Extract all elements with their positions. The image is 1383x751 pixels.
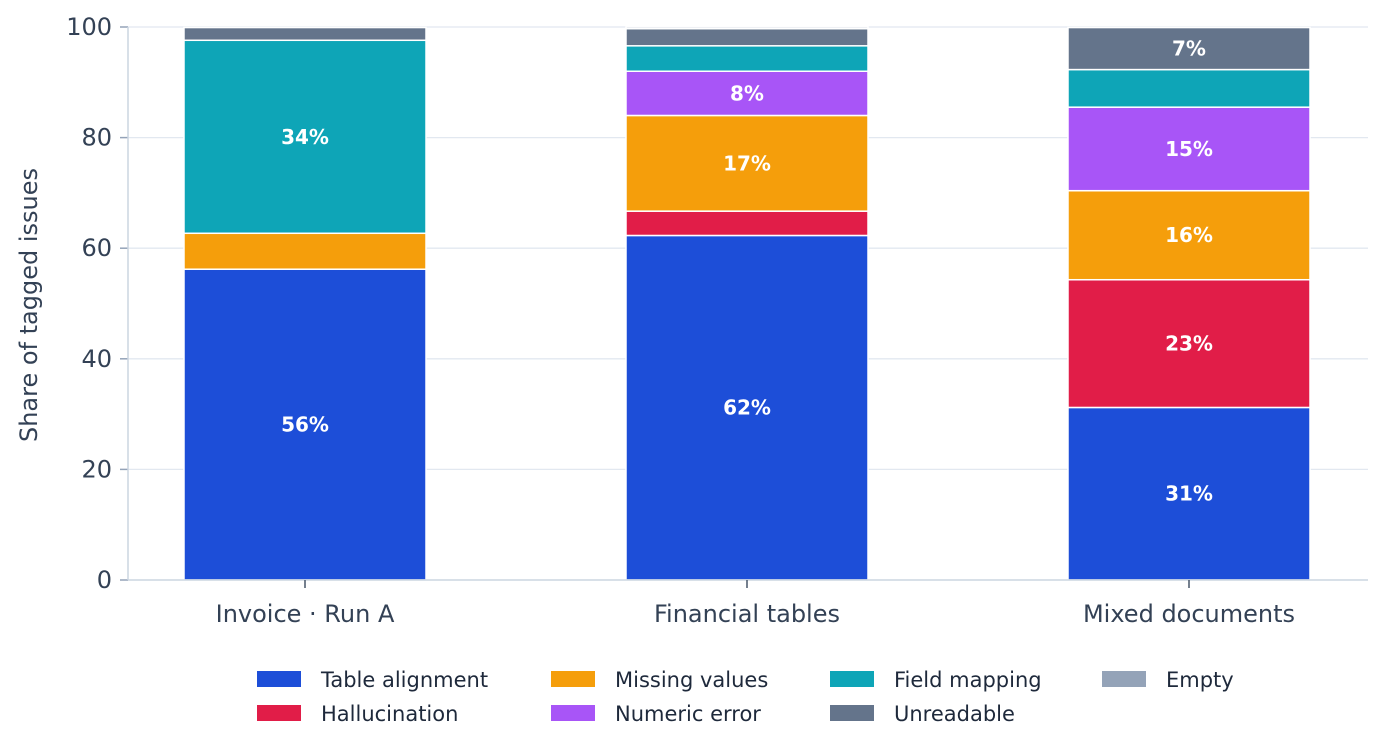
bar-segment [183,268,427,581]
y-tick-label: 80 [81,124,112,152]
data-label: 34% [281,125,329,149]
legend-label: Missing values [615,668,768,692]
data-label: 7% [1172,37,1206,61]
bars [183,26,1311,581]
data-label: 16% [1165,223,1213,247]
x-tick-label: Mixed documents [1083,600,1295,628]
bar-segment [625,26,869,30]
legend-label: Numeric error [615,702,761,726]
bar-segment [183,39,427,235]
bar-segment [625,210,869,237]
legend-swatch [551,705,595,721]
axes: 0 20 40 60 80 100 Invoice · Run A Financial tab… [66,13,1368,628]
legend-label: Unreadable [894,702,1015,726]
bar-segment [625,234,869,581]
data-label: 62% [723,396,771,420]
data-label: 17% [723,151,771,175]
y-tick-label: 100 [66,13,112,41]
x-tick-label: Invoice · Run A [216,600,395,628]
data-labels: 56% 34% 62% 17% 8% 31% 23% 16% 15% 7% [281,37,1213,506]
data-label: 23% [1165,332,1213,356]
bar-segment [1067,26,1311,71]
legend: Table alignment Hallucination Missing valu… [257,668,1234,726]
bar-segment [183,26,427,42]
legend-label: Field mapping [894,668,1042,692]
y-tick-label: 0 [97,566,112,594]
legend-label: Hallucination [321,702,458,726]
y-tick-label: 60 [81,234,112,262]
y-axis-title: Share of tagged issues [15,168,43,442]
legend-swatch [257,705,301,721]
data-label: 56% [281,413,329,437]
legend-label: Table alignment [320,668,488,692]
legend-label: Empty [1166,668,1234,692]
legend-swatch [257,671,301,687]
data-label: 31% [1165,482,1213,506]
y-tick-label: 40 [81,345,112,373]
bar-segment [1067,68,1311,108]
legend-swatch [830,705,874,721]
legend-swatch [830,671,874,687]
x-tick-label: Financial tables [654,600,840,628]
bar-segment [625,45,869,72]
bar-segment [183,232,427,270]
bar-segment [1067,106,1311,192]
data-label: 8% [730,81,764,105]
bar-segment [1067,189,1311,281]
legend-swatch [551,671,595,687]
bar-segment [625,27,869,47]
bar-segment [1067,278,1311,409]
legend-swatch [1102,671,1146,687]
data-label: 15% [1165,137,1213,161]
y-tick-label: 20 [81,455,112,483]
